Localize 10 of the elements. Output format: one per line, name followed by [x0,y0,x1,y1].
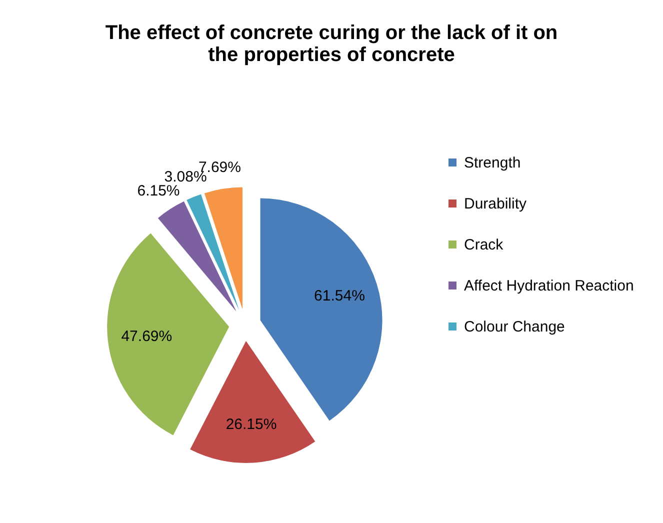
data-label: 47.69% [121,328,172,345]
data-label: 61.54% [314,288,365,305]
data-label: 6.15% [137,182,180,200]
legend-label: Crack [464,236,504,254]
legend-label: Strength [464,154,521,172]
chart-title: The effect of concrete curing or the lack of it on the properties of concrete [105,22,558,66]
legend-label: Affect Hydration Reaction [464,278,634,294]
legend-label: Colour Change [464,318,565,336]
legend-label: Durability [464,196,528,212]
data-label: 26.15% [226,416,277,433]
